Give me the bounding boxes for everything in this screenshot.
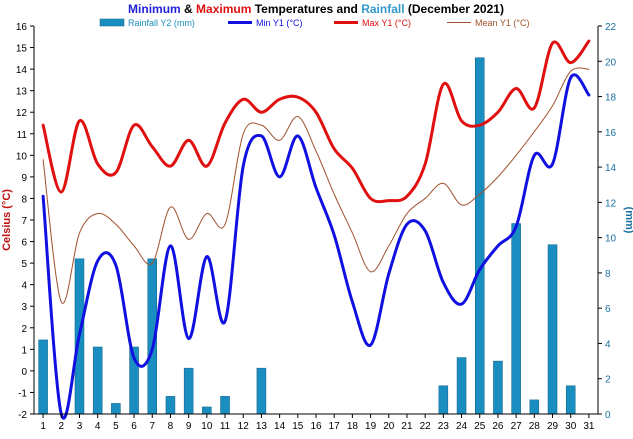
rainfall-bar: [165, 396, 176, 415]
right-axis-label: (mm): [623, 207, 633, 234]
left-tick-label: 8: [21, 194, 27, 205]
x-tick-label: 22: [420, 421, 432, 432]
mean-temperature-line: [42, 67, 590, 304]
x-tick-label: 20: [383, 421, 395, 432]
x-tick-label: 28: [529, 421, 541, 432]
right-tick-label: 14: [605, 163, 617, 174]
left-tick-label: -2: [18, 410, 27, 421]
x-tick-label: 29: [547, 421, 559, 432]
x-tick-label: 17: [329, 421, 341, 432]
x-tick-label: 24: [456, 421, 468, 432]
x-tick-label: 6: [131, 421, 137, 432]
x-tick-label: 30: [565, 421, 577, 432]
left-tick-label: 1: [21, 345, 27, 356]
left-tick-label: 16: [16, 22, 28, 33]
left-tick-label: 15: [16, 44, 28, 55]
x-tick-label: 15: [292, 421, 304, 432]
legend-label: Rainfall Y2 (mm): [128, 18, 195, 28]
right-tick-label: 10: [605, 234, 617, 245]
left-tick-label: 5: [21, 259, 27, 270]
chart-title-part: (December 2021): [405, 2, 504, 16]
left-tick-label: 14: [16, 65, 28, 76]
rainfall-bar: [456, 357, 467, 415]
x-tick-label: 16: [310, 421, 322, 432]
rainfall-bar: [565, 385, 576, 415]
left-tick-label: 2: [21, 324, 27, 335]
x-tick-label: 26: [492, 421, 504, 432]
right-tick-label: 0: [605, 410, 611, 421]
x-tick-label: 25: [474, 421, 486, 432]
legend-label: Min Y1 (°C): [256, 18, 302, 28]
left-tick-label: -1: [18, 388, 27, 399]
rainfall-bar: [438, 385, 449, 415]
x-tick-label: 3: [77, 421, 83, 432]
chart-title: Minimum & Maximum Temperatures and Rainf…: [128, 2, 504, 16]
left-tick-label: 7: [21, 216, 27, 227]
right-tick-label: 20: [605, 57, 617, 68]
x-tick-label: 12: [238, 421, 250, 432]
x-tick-label: 2: [59, 421, 65, 432]
right-tick-label: 2: [605, 375, 611, 386]
x-tick-label: 14: [274, 421, 286, 432]
legend-label: Mean Y1 (°C): [475, 18, 529, 28]
legend-swatch: [99, 18, 125, 27]
x-tick-label: 27: [511, 421, 523, 432]
right-tick-label: 8: [605, 269, 611, 280]
right-tick-label: 12: [605, 198, 617, 209]
left-tick-label: 4: [21, 281, 27, 292]
right-tick-label: 18: [605, 93, 617, 104]
left-tick-label: 11: [17, 130, 28, 141]
rainfall-bar: [529, 399, 540, 415]
max-temperature-line: [41, 39, 591, 204]
x-tick-label: 9: [186, 421, 192, 432]
right-tick-label: 4: [605, 339, 611, 350]
left-tick-label: 10: [16, 151, 28, 162]
rainfall-bar: [183, 367, 194, 415]
x-tick-label: 7: [149, 421, 155, 432]
chart-title-part: Rainfall: [361, 2, 404, 16]
left-tick-label: 6: [21, 238, 27, 249]
rainfall-bar: [38, 339, 48, 415]
left-tick-label: 3: [21, 302, 27, 313]
right-tick-label: 6: [605, 304, 611, 315]
x-tick-label: 11: [220, 421, 231, 432]
x-tick-label: 23: [438, 421, 450, 432]
x-tick-label: 18: [347, 421, 359, 432]
x-tick-label: 5: [113, 421, 119, 432]
rainfall-bar: [493, 360, 503, 415]
x-tick-label: 21: [401, 421, 413, 432]
left-axis-label: Celsius (°C): [1, 189, 13, 251]
rainfall-bar: [474, 57, 485, 415]
rainfall-bar: [256, 367, 267, 415]
chart-title-part: &: [181, 2, 196, 16]
rainfall-bar: [511, 223, 521, 415]
left-tick-label: 0: [21, 367, 27, 378]
x-tick-label: 10: [201, 421, 213, 432]
rainfall-bar: [92, 346, 103, 415]
rainfall-bar: [220, 396, 230, 415]
chart-title-part: Maximum: [196, 2, 251, 16]
rainfall-bar: [202, 406, 212, 415]
right-tick-label: 22: [605, 22, 617, 33]
chart-title-part: Minimum: [128, 2, 181, 16]
x-tick-label: 31: [583, 421, 595, 432]
min-temperature-line: [41, 73, 591, 420]
chart-title-part: Temperatures and: [251, 2, 361, 16]
rainfall-bar: [111, 403, 121, 415]
x-tick-label: 4: [95, 421, 101, 432]
left-tick-label: 9: [21, 173, 27, 184]
rainfall-bar: [547, 244, 558, 415]
x-tick-label: 13: [256, 421, 268, 432]
legend-label: Max Y1 (°C): [362, 18, 411, 28]
x-tick-label: 8: [168, 421, 174, 432]
left-tick-label: 13: [16, 87, 28, 98]
left-tick-label: 12: [16, 108, 28, 119]
x-tick-label: 1: [40, 421, 46, 432]
x-tick-label: 19: [365, 421, 377, 432]
right-tick-label: 16: [605, 128, 617, 139]
